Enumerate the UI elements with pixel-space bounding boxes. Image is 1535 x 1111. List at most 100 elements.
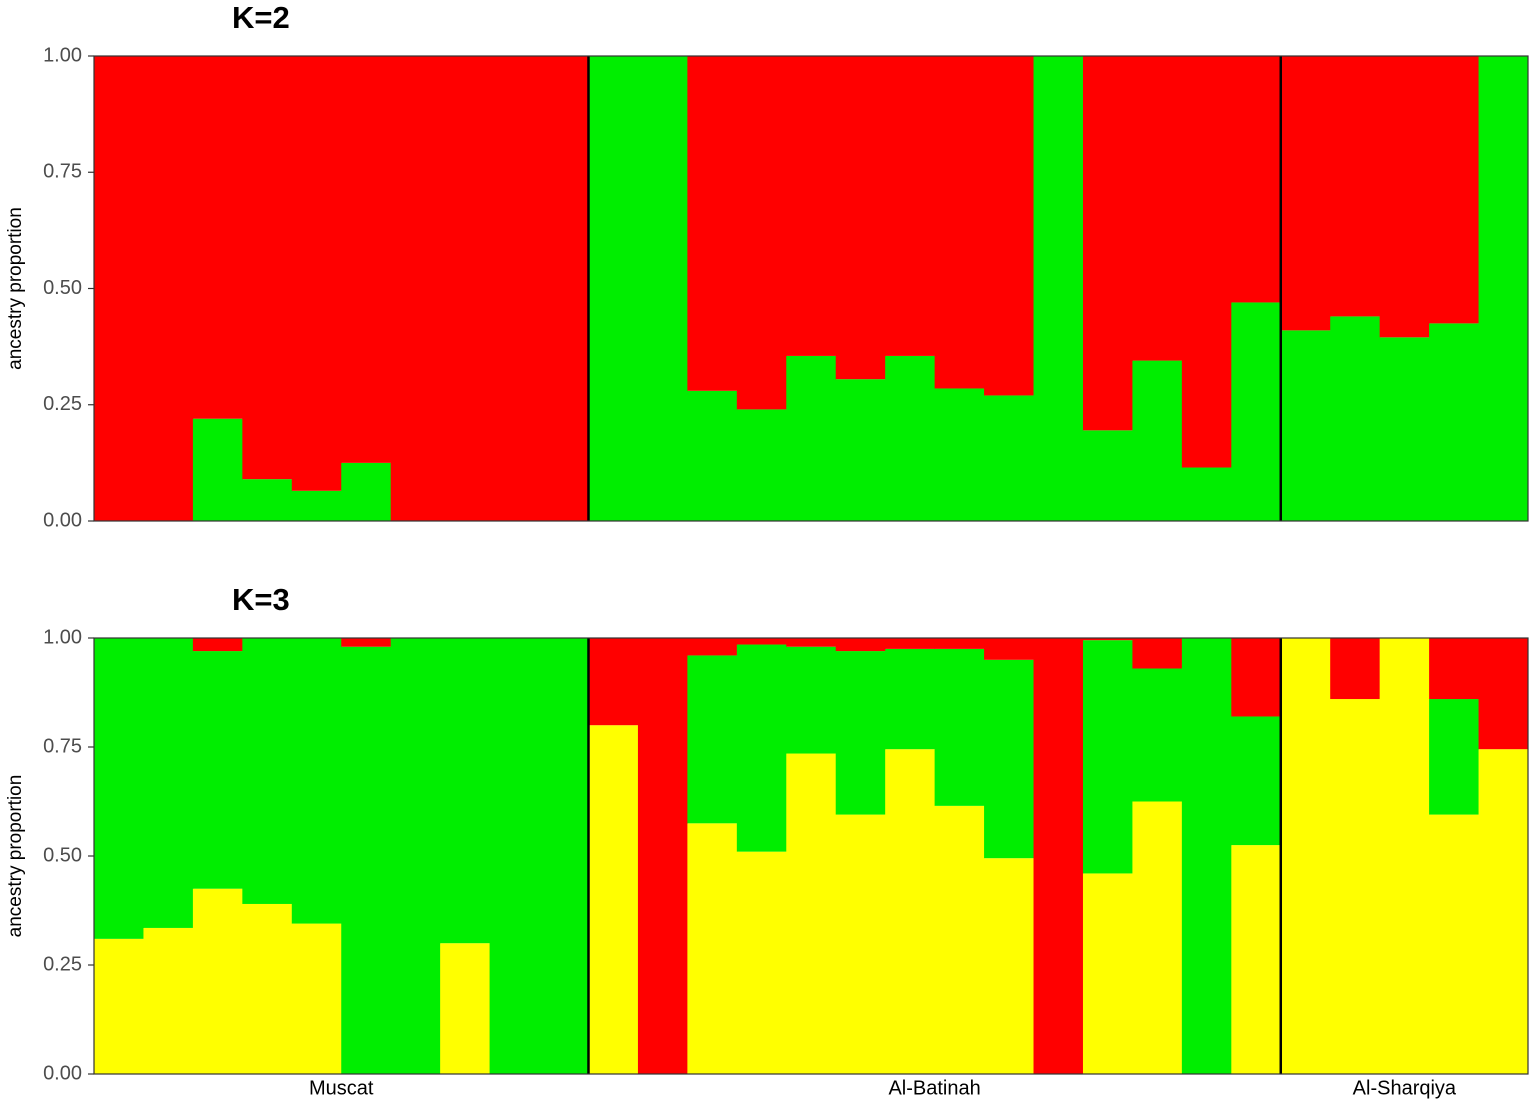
bar-segment: [242, 56, 293, 480]
bar-segment: [885, 638, 936, 649]
bar-segment: [1478, 749, 1529, 1074]
bar-segment: [242, 479, 293, 521]
bar-segment: [291, 638, 342, 924]
bar-segment: [94, 56, 144, 521]
bar-segment: [835, 379, 886, 521]
y-tick-label: 0.00: [43, 1062, 82, 1084]
bar-segment: [1033, 638, 1084, 1074]
bar-segment: [1082, 56, 1133, 431]
bar-segment: [1330, 56, 1381, 317]
bar-segment: [687, 823, 738, 1074]
y-axis-label: ancestry proportion: [5, 207, 26, 370]
bar-segment: [1330, 638, 1381, 700]
bar-segment: [1132, 360, 1183, 521]
bar-segment: [736, 851, 787, 1074]
y-tick-label: 0.00: [43, 509, 82, 531]
chart-title: K=3: [232, 582, 290, 617]
bar-segment: [885, 355, 936, 521]
bar-segment: [143, 638, 194, 928]
bar-segment: [143, 927, 194, 1074]
bar-segment: [1082, 430, 1133, 521]
bar-segment: [192, 638, 243, 652]
bar-segment: [786, 638, 837, 647]
bar-segment: [1429, 699, 1480, 815]
y-tick-label: 1.00: [43, 626, 82, 648]
bar-segment: [192, 418, 243, 521]
bar-segment: [94, 938, 144, 1074]
bar-segment: [539, 56, 589, 521]
chart-title: K=2: [232, 0, 290, 35]
bar-segment: [588, 725, 639, 1074]
bar-segment: [242, 638, 293, 904]
bar-segment: [736, 56, 787, 410]
y-axis-label: ancestry proportion: [5, 775, 26, 938]
bar-segment: [687, 638, 738, 656]
y-tick-label: 1.00: [43, 44, 82, 66]
bar-segment: [489, 56, 540, 521]
bar-segment: [291, 923, 342, 1074]
bar-segment: [440, 943, 491, 1074]
bar-segment: [440, 56, 491, 521]
bar-segment: [390, 638, 441, 1074]
bar-segment: [1379, 56, 1430, 338]
bar-segment: [1033, 56, 1084, 521]
bar-segment: [835, 651, 886, 815]
bar-segment: [291, 490, 342, 521]
bar-segment: [341, 462, 392, 521]
y-tick-label: 0.25: [43, 953, 82, 975]
bar-segment: [539, 638, 589, 1074]
bar-segment: [1379, 337, 1430, 521]
y-tick-label: 0.75: [43, 161, 82, 183]
bar-segment: [390, 56, 441, 521]
bar-segment: [736, 644, 787, 852]
bar-segment: [786, 56, 837, 356]
bar-segment: [192, 651, 243, 889]
bar-segment: [1132, 801, 1183, 1074]
bar-segment: [1330, 699, 1381, 1074]
x-group-label: Muscat: [309, 1077, 374, 1099]
bar-segment: [786, 753, 837, 1074]
bar-segment: [1429, 814, 1480, 1074]
bar-segment: [637, 56, 688, 521]
bar-segment: [984, 395, 1035, 521]
bar-segment: [934, 648, 985, 806]
bar-segment: [835, 638, 886, 652]
bar-segment: [1280, 330, 1331, 521]
bar-segment: [934, 388, 985, 521]
bar-segment: [1082, 873, 1133, 1074]
y-tick-label: 0.75: [43, 735, 82, 757]
bar-segment: [291, 56, 342, 491]
x-group-label: Al-Batinah: [888, 1077, 980, 1099]
bar-segment: [1132, 56, 1183, 361]
bar-segment: [984, 858, 1035, 1074]
bar-segment: [885, 648, 936, 750]
bar-segment: [786, 355, 837, 521]
bar-segment: [1478, 56, 1529, 521]
bar-segment: [934, 638, 985, 649]
bar-segment: [637, 638, 688, 1074]
bar-segment: [143, 56, 194, 521]
bar-segment: [1330, 316, 1381, 521]
bar-segment: [242, 903, 293, 1074]
y-tick-label: 0.25: [43, 393, 82, 415]
bar-segment: [1379, 638, 1430, 1074]
bar-segment: [885, 749, 936, 1074]
bar-segment: [192, 56, 243, 419]
bar-segment: [341, 56, 392, 463]
bar-segment: [1478, 638, 1529, 750]
bar-segment: [736, 409, 787, 521]
bar-segment: [1231, 56, 1282, 303]
bar-segment: [489, 638, 540, 1074]
bar-segment: [341, 646, 392, 1074]
y-tick-label: 0.50: [43, 844, 82, 866]
bar-segment: [1231, 716, 1282, 846]
bar-segment: [1132, 638, 1183, 669]
bar-segment: [341, 638, 392, 647]
bar-segment: [440, 638, 491, 944]
bar-segment: [984, 638, 1035, 660]
bar-segment: [984, 659, 1035, 859]
bar-segment: [94, 638, 144, 939]
bar-segment: [1280, 56, 1331, 331]
bar-segment: [1132, 668, 1183, 802]
